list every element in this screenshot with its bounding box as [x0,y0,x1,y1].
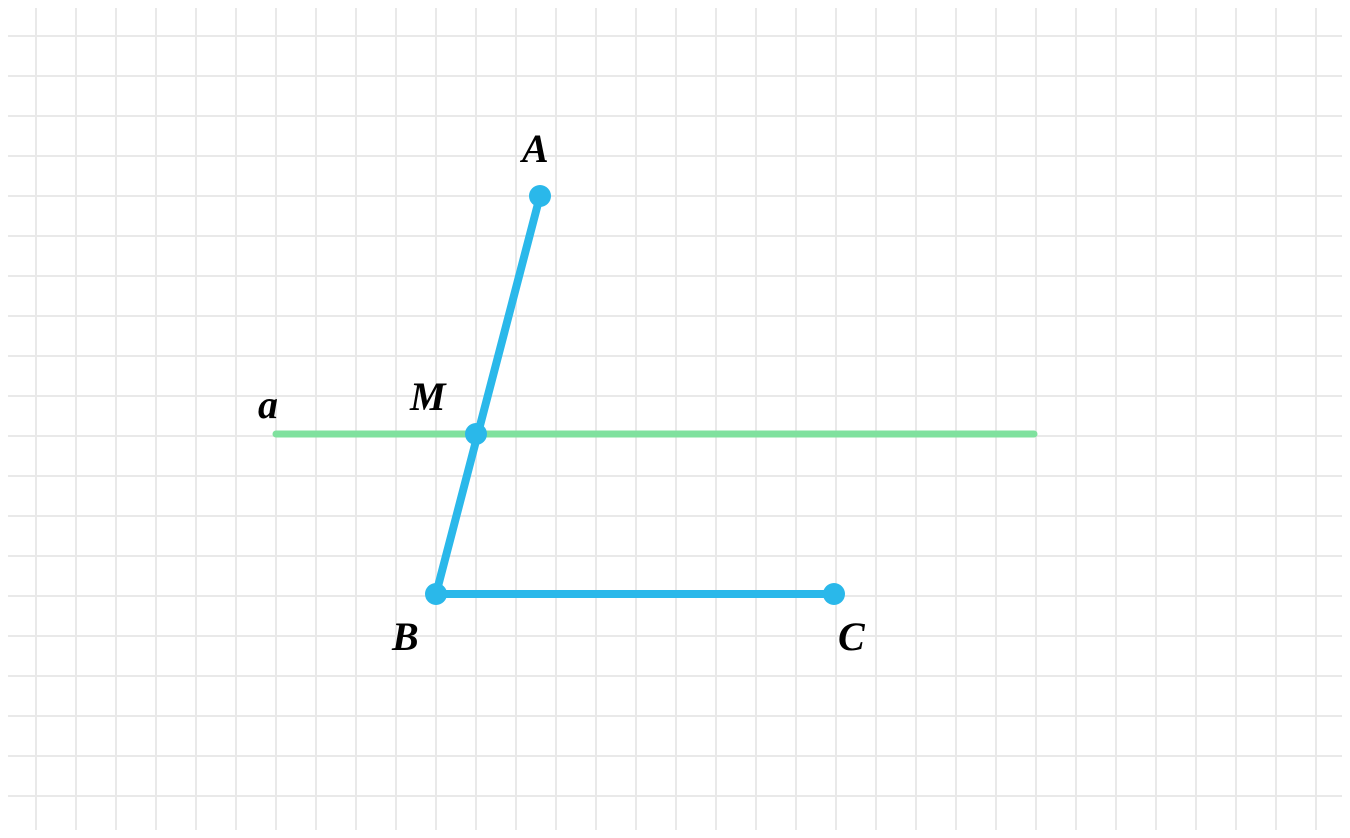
point-M [465,423,487,445]
point-B-label: B [391,614,419,659]
point-C-label: C [838,614,866,659]
geometry-canvas: a A M B C [0,0,1350,838]
point-A-label: A [519,126,549,171]
point-B [425,583,447,605]
point-C [823,583,845,605]
point-A [529,185,551,207]
point-M-label: M [409,374,447,419]
line-a-label: a [258,382,278,427]
